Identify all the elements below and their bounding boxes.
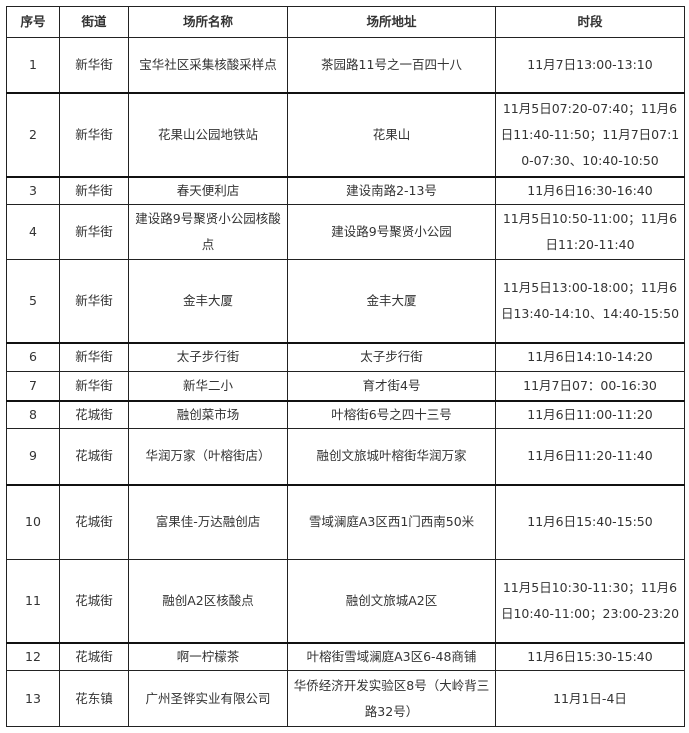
time-period-cell: 11月6日14:10-14:20 — [495, 342, 685, 372]
time-period-cell: 11月5日13:00-18:00；11月6日13:40-14:10、14:40-… — [495, 259, 685, 344]
time-period-cell: 11月7日07：00-16:30 — [495, 371, 685, 402]
table-row: 6 新华街 太子步行街 太子步行街 11月6日14:10-14:20 — [6, 342, 685, 372]
time-period-cell: 11月5日10:30-11:30；11月6日10:40-11:00；23:00-… — [495, 559, 685, 644]
table-row: 8 花城街 融创菜市场 叶榕街6号之四十三号 11月6日11:00-11:20 — [6, 400, 685, 429]
table-row: 4 新华街 建设路9号聚贤小公园核酸点 建设路9号聚贤小公园 11月5日10:50-11… — [6, 204, 685, 260]
time-period-cell: 11月7日13:00-13:10 — [495, 37, 685, 94]
table-row: 9 花城街 华润万家（叶榕街店） 融创文旅城叶榕街华润万家 11月6日11:20-11:… — [6, 428, 685, 486]
site-address-cell: 太子步行街 — [287, 342, 496, 372]
street-cell: 花城街 — [59, 400, 129, 429]
site-name-cell: 春天便利店 — [128, 176, 288, 205]
street-cell: 新华街 — [59, 204, 129, 260]
site-address-cell: 融创文旅城A2区 — [287, 559, 496, 644]
time-period-cell: 11月6日15:40-15:50 — [495, 484, 685, 560]
testing-sites-table: 序号 街道 场所名称 场所地址 时段 1 新华街 宝华社区采集核酸采样点 茶园路11号… — [6, 6, 685, 727]
site-name-cell: 融创菜市场 — [128, 400, 288, 429]
time-period-cell: 11月6日16:30-16:40 — [495, 176, 685, 205]
site-address-cell: 叶榕街6号之四十三号 — [287, 400, 496, 429]
row-number-cell: 7 — [6, 371, 60, 402]
site-name-cell: 融创A2区核酸点 — [128, 559, 288, 644]
time-period-cell: 11月6日11:00-11:20 — [495, 400, 685, 429]
row-number-cell: 8 — [6, 400, 60, 429]
site-address-cell: 建设南路2-13号 — [287, 176, 496, 205]
header-street: 街道 — [59, 6, 129, 38]
street-cell: 新华街 — [59, 37, 129, 94]
table-row: 12 花城街 啊一柠檬茶 叶榕街雪域澜庭A3区6-48商铺 11月6日15:30-15:… — [6, 642, 685, 671]
street-cell: 花东镇 — [59, 670, 129, 727]
site-name-cell: 富果佳-万达融创店 — [128, 484, 288, 560]
header-time: 时段 — [495, 6, 685, 38]
row-number-cell: 3 — [6, 176, 60, 205]
header-name: 场所名称 — [128, 6, 288, 38]
header-no: 序号 — [6, 6, 60, 38]
site-name-cell: 宝华社区采集核酸采样点 — [128, 37, 288, 94]
table-header-row: 序号 街道 场所名称 场所地址 时段 — [6, 6, 685, 38]
time-period-cell: 11月5日07:20-07:40；11月6日11:40-11:50；11月7日0… — [495, 92, 685, 178]
site-name-cell: 广州圣铧实业有限公司 — [128, 670, 288, 727]
street-cell: 新华街 — [59, 176, 129, 205]
row-number-cell: 2 — [6, 92, 60, 178]
row-number-cell: 6 — [6, 342, 60, 372]
street-cell: 新华街 — [59, 92, 129, 178]
table-row: 10 花城街 富果佳-万达融创店 雪域澜庭A3区西1门西南50米 11月6日15:40-… — [6, 484, 685, 560]
street-cell: 新华街 — [59, 259, 129, 344]
site-name-cell: 华润万家（叶榕街店） — [128, 428, 288, 486]
time-period-cell: 11月5日10:50-11:00；11月6日11:20-11:40 — [495, 204, 685, 260]
site-name-cell: 建设路9号聚贤小公园核酸点 — [128, 204, 288, 260]
table-row: 5 新华街 金丰大厦 金丰大厦 11月5日13:00-18:00；11月6日13:40-… — [6, 259, 685, 344]
street-cell: 花城街 — [59, 559, 129, 644]
site-address-cell: 花果山 — [287, 92, 496, 178]
table-row: 13 花东镇 广州圣铧实业有限公司 华侨经济开发实验区8号（大岭背三路32号） 11月1… — [6, 670, 685, 727]
street-cell: 花城街 — [59, 428, 129, 486]
site-name-cell: 啊一柠檬茶 — [128, 642, 288, 671]
site-address-cell: 叶榕街雪域澜庭A3区6-48商铺 — [287, 642, 496, 671]
row-number-cell: 9 — [6, 428, 60, 486]
table-row: 3 新华街 春天便利店 建设南路2-13号 11月6日16:30-16:40 — [6, 176, 685, 205]
street-cell: 花城街 — [59, 642, 129, 671]
row-number-cell: 11 — [6, 559, 60, 644]
table-row: 11 花城街 融创A2区核酸点 融创文旅城A2区 11月5日10:30-11:30；11… — [6, 559, 685, 644]
street-cell: 新华街 — [59, 342, 129, 372]
street-cell: 花城街 — [59, 484, 129, 560]
site-name-cell: 太子步行街 — [128, 342, 288, 372]
row-number-cell: 1 — [6, 37, 60, 94]
row-number-cell: 4 — [6, 204, 60, 260]
time-period-cell: 11月6日15:30-15:40 — [495, 642, 685, 671]
street-cell: 新华街 — [59, 371, 129, 402]
site-name-cell: 金丰大厦 — [128, 259, 288, 344]
table-row: 1 新华街 宝华社区采集核酸采样点 茶园路11号之一百四十八 11月7日13:00-13… — [6, 37, 685, 94]
row-number-cell: 10 — [6, 484, 60, 560]
site-name-cell: 花果山公园地铁站 — [128, 92, 288, 178]
row-number-cell: 13 — [6, 670, 60, 727]
site-address-cell: 雪域澜庭A3区西1门西南50米 — [287, 484, 496, 560]
site-address-cell: 茶园路11号之一百四十八 — [287, 37, 496, 94]
site-address-cell: 融创文旅城叶榕街华润万家 — [287, 428, 496, 486]
time-period-cell: 11月6日11:20-11:40 — [495, 428, 685, 486]
site-address-cell: 育才街4号 — [287, 371, 496, 402]
row-number-cell: 12 — [6, 642, 60, 671]
site-address-cell: 华侨经济开发实验区8号（大岭背三路32号） — [287, 670, 496, 727]
table-row: 7 新华街 新华二小 育才街4号 11月7日07：00-16:30 — [6, 371, 685, 402]
site-address-cell: 建设路9号聚贤小公园 — [287, 204, 496, 260]
row-number-cell: 5 — [6, 259, 60, 344]
site-address-cell: 金丰大厦 — [287, 259, 496, 344]
table-row: 2 新华街 花果山公园地铁站 花果山 11月5日07:20-07:40；11月6日11:… — [6, 92, 685, 178]
header-address: 场所地址 — [287, 6, 496, 38]
site-name-cell: 新华二小 — [128, 371, 288, 402]
time-period-cell: 11月1日-4日 — [495, 670, 685, 727]
